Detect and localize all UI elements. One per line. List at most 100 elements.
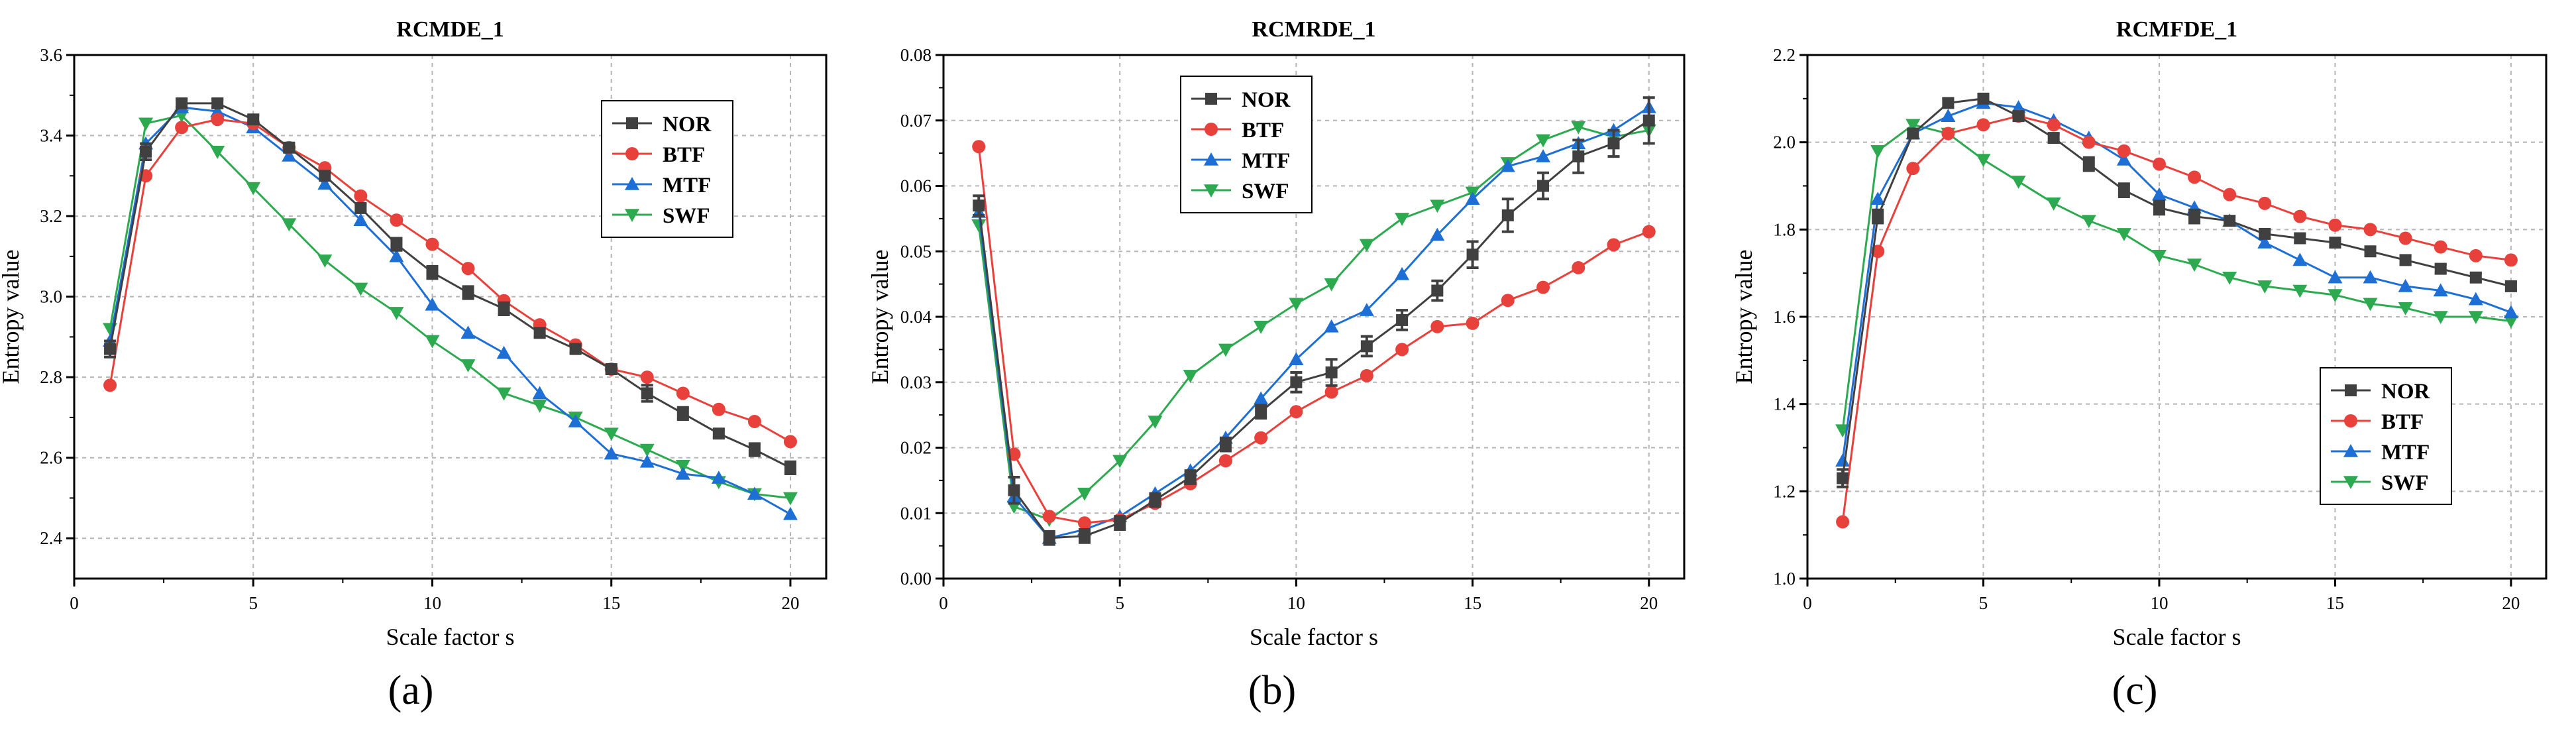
series-nor [1837, 92, 2517, 488]
data-point-nor [2294, 232, 2306, 245]
data-point-btf [2469, 249, 2483, 262]
chart-panel-1: 0 5 10 15 20 2.4 2.6 2.8 3.0 3.2 3.4 3.6 RCMDE_1 Scal… [0, 17, 828, 713]
data-point-nor [1642, 114, 1655, 127]
data-point-btf [1218, 454, 1232, 468]
data-point-swf [2222, 271, 2237, 285]
data-point-swf [639, 443, 655, 457]
data-point-swf [2503, 315, 2518, 329]
data-point-nor [1501, 209, 1514, 221]
panel-label: (a) [388, 668, 434, 713]
x-tick-label: 20 [1640, 593, 1658, 613]
data-point-swf [1571, 121, 1586, 135]
y-tick-label: 0.04 [900, 307, 932, 327]
data-point-nor [1537, 180, 1550, 192]
data-point-btf [1941, 127, 1955, 140]
data-point-btf [1642, 225, 1656, 239]
data-point-swf [675, 460, 690, 473]
data-point-btf [747, 415, 761, 428]
data-point-btf [1042, 510, 1056, 524]
data-point-btf [425, 237, 439, 251]
legend-label: SWF [2381, 471, 2429, 495]
data-point-mtf [747, 486, 762, 500]
data-point-nor [569, 343, 582, 355]
data-point-mtf [1395, 266, 1410, 280]
legend-marker [1205, 93, 1217, 105]
data-point-swf [2328, 289, 2343, 303]
data-point-swf [1905, 119, 1921, 133]
y-tick-label: 0.03 [900, 372, 932, 392]
y-tick-label: 0.02 [900, 438, 932, 458]
data-point-mtf [1254, 391, 1269, 405]
data-point-nor [1219, 438, 1232, 451]
series-line-mtf [109, 106, 791, 516]
y-tick-label: 2.0 [1773, 133, 1796, 152]
data-point-nor [2469, 271, 2482, 284]
data-point-btf [390, 213, 403, 227]
data-point-nor [1872, 210, 1884, 223]
data-point-swf [1112, 455, 1128, 469]
data-point-mtf [317, 176, 333, 190]
x-tick-label: 5 [248, 593, 258, 613]
x-tick-label: 10 [1287, 593, 1305, 613]
data-point-nor [1607, 137, 1620, 150]
y-tick-label: 3.2 [40, 206, 62, 226]
y-tick-label: 0.08 [900, 45, 932, 65]
data-point-nor [641, 387, 653, 400]
data-point-btf [640, 370, 654, 384]
data-point-nor [390, 238, 403, 251]
y-tick-label: 0.00 [900, 569, 932, 589]
y-tick-label: 3.0 [40, 287, 62, 307]
data-point-swf [1359, 239, 1374, 252]
x-tick-label: 5 [1979, 593, 1988, 613]
data-point-swf [1148, 416, 1163, 429]
legend-marker [625, 147, 639, 160]
legend-marker [2343, 476, 2358, 489]
data-point-btf [2363, 223, 2377, 237]
x-tick-label: 20 [2502, 593, 2520, 613]
data-point-btf [972, 140, 986, 154]
data-point-nor [1255, 406, 1267, 418]
data-point-mtf [2328, 270, 2343, 284]
data-point-nor [1078, 530, 1091, 542]
y-tick-label: 2.2 [1773, 45, 1796, 65]
data-point-swf [1218, 343, 1233, 357]
data-point-mtf [1941, 109, 1956, 122]
data-point-nor [104, 343, 117, 355]
data-point-btf [1466, 316, 1479, 330]
data-point-btf [1906, 162, 1920, 176]
chart-title: RCMDE_1 [396, 17, 504, 42]
data-point-nor [2259, 227, 2271, 240]
data-point-mtf [1430, 227, 1445, 241]
data-point-btf [2398, 231, 2412, 245]
data-point-nor [784, 461, 796, 474]
y-tick-label: 1.8 [1773, 219, 1796, 239]
legend-label: MTF [1242, 149, 1290, 173]
data-point-btf [2117, 144, 2131, 158]
data-point-swf [1395, 213, 1410, 226]
x-tick-label: 20 [781, 593, 799, 613]
data-point-swf [1870, 145, 1886, 158]
data-point-btf [783, 435, 797, 449]
data-point-nor [247, 113, 260, 126]
data-point-nor [1290, 376, 1303, 388]
series-mtf [971, 100, 1656, 544]
legend-label: SWF [1242, 180, 1289, 203]
data-point-mtf [1835, 453, 1851, 467]
data-point-btf [712, 402, 725, 416]
x-tick-label: 10 [2150, 593, 2168, 613]
legend-marker [625, 209, 639, 222]
x-axis-label: Scale factor s [2113, 624, 2241, 650]
data-point-swf [532, 399, 547, 413]
data-point-swf [1183, 370, 1198, 383]
data-point-nor [1396, 313, 1409, 326]
data-point-mtf [532, 386, 547, 400]
data-point-nor [1572, 150, 1585, 163]
data-point-nor [1149, 494, 1161, 506]
data-point-mtf [568, 414, 583, 427]
y-tick-label: 2.8 [40, 367, 62, 387]
data-point-btf [175, 121, 189, 135]
data-point-mtf [782, 506, 798, 520]
data-point-nor [1043, 532, 1055, 544]
data-point-swf [2187, 258, 2202, 272]
data-point-nor [1907, 127, 1919, 140]
